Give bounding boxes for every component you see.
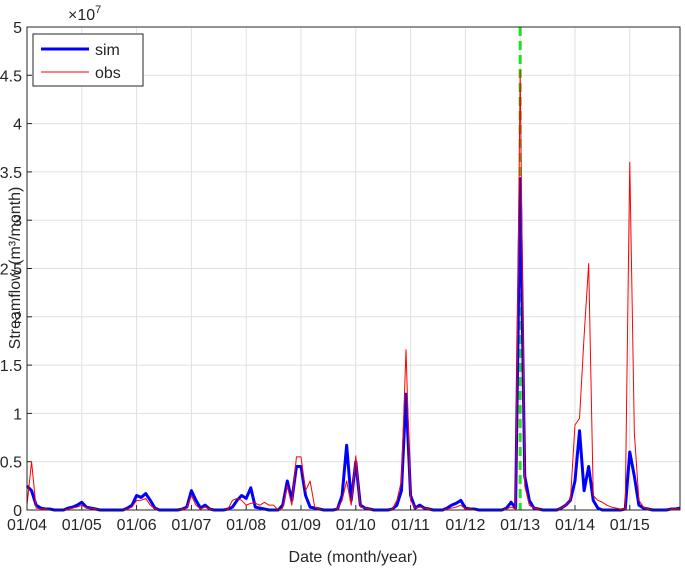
x-tick-label: 01/06 — [117, 517, 157, 534]
y-tick-label: 0.5 — [0, 455, 22, 472]
y-tick-label: 2.5 — [0, 262, 22, 279]
y-axis-title: Streamflow (m³/month) — [7, 187, 24, 350]
y-tick-label: 4 — [13, 117, 22, 134]
x-tick-label: 01/07 — [171, 517, 211, 534]
y-tick-label: 1 — [13, 406, 22, 423]
y-exponent-power: 7 — [95, 4, 101, 16]
y-tick-label: 0 — [13, 503, 22, 520]
y-tick-label: 1.5 — [0, 358, 22, 375]
y-tick-label: 2 — [13, 310, 22, 327]
y-tick-label: 4.5 — [0, 68, 22, 85]
y-exponent-base: ×10 — [68, 7, 95, 24]
series-line — [26, 69, 680, 511]
x-tick-label: 01/15 — [610, 517, 650, 534]
legend-box — [32, 33, 144, 87]
x-tick-label: 01/04 — [7, 517, 47, 534]
x-tick-label: 01/05 — [62, 517, 102, 534]
legend-label: obs — [95, 65, 121, 82]
legend-label: sim — [95, 42, 120, 59]
x-tick-label: 01/12 — [445, 517, 485, 534]
y-tick-label: 5 — [13, 20, 22, 37]
y-tick-label: 3 — [13, 213, 22, 230]
y-tick-label: 3.5 — [0, 165, 22, 182]
x-tick-label: 01/11 — [391, 517, 430, 534]
x-axis-title: Date (month/year) — [289, 549, 418, 566]
x-tick-label: 01/13 — [500, 517, 540, 534]
x-tick-label: 01/08 — [226, 517, 266, 534]
x-tick-label: 01/10 — [336, 517, 376, 534]
x-tick-label: 01/14 — [555, 517, 595, 534]
axes-box — [26, 26, 681, 511]
x-tick-label: 01/09 — [281, 517, 321, 534]
y-exponent: ×107 — [68, 4, 101, 24]
